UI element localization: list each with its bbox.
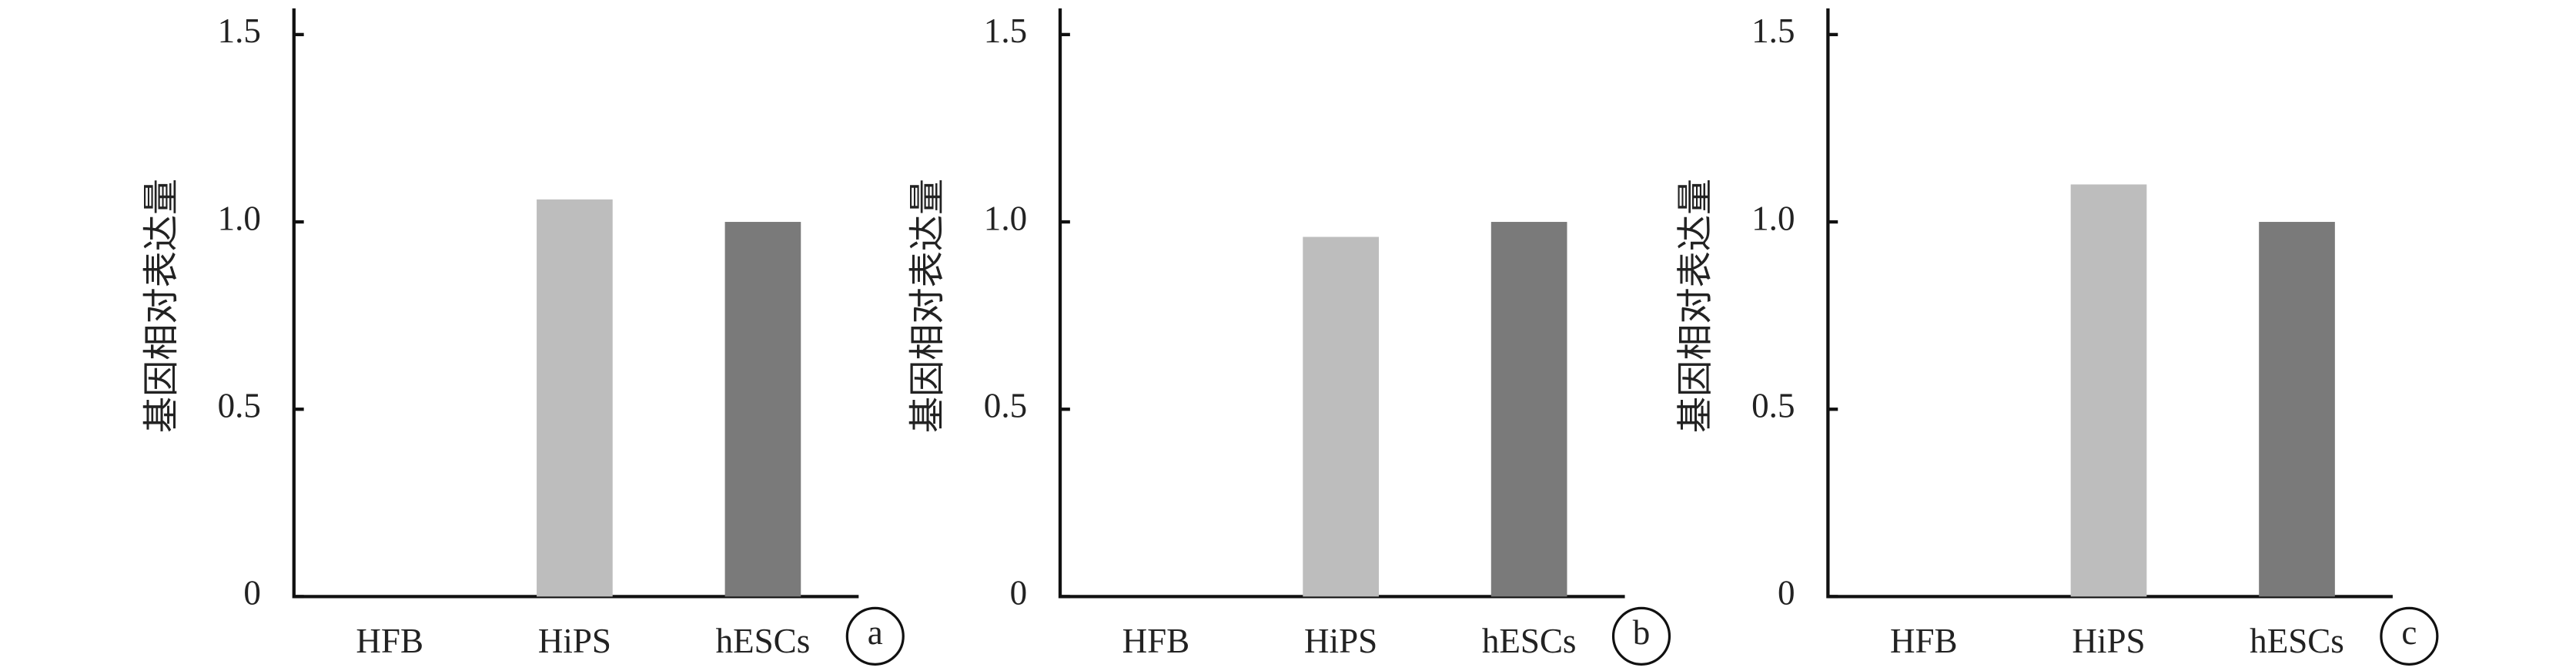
y-tick-label: 1.5 [1751, 12, 1795, 50]
x-tick-label: hESCs [2250, 622, 2344, 660]
y-axis-label: 基因相对表达量 [1676, 179, 1716, 433]
y-tick-label: 0.5 [984, 387, 1027, 425]
panel-circle [845, 606, 905, 666]
bar [1490, 222, 1567, 597]
x-tick-label: HiPS [538, 622, 611, 660]
panel-circle [2380, 606, 2439, 666]
y-tick-label: 0.5 [218, 387, 261, 425]
y-tick-label: 0 [1010, 574, 1028, 612]
panel-circle [1611, 606, 1671, 666]
y-tick-label: 1.5 [218, 12, 261, 50]
x-tick-label: hESCs [1482, 622, 1577, 660]
x-tick-label: HiPS [2072, 622, 2145, 660]
x-tick-label: HFB [1890, 622, 1958, 660]
bar [537, 199, 613, 597]
y-tick-label: 1.0 [218, 199, 261, 237]
y-tick-label: 0.5 [1751, 387, 1795, 425]
panel-label: c [2401, 613, 2417, 652]
x-tick-label: HiPS [1304, 622, 1377, 660]
panel-label: b [1633, 613, 1651, 652]
bar [2070, 184, 2147, 597]
bar [724, 222, 801, 597]
y-tick-label: 1.0 [984, 199, 1027, 237]
y-tick-label: 0 [243, 574, 261, 612]
x-tick-label: hESCs [716, 622, 811, 660]
y-axis-label: 基因相对表达量 [908, 179, 948, 433]
x-tick-label: HFB [1122, 622, 1190, 660]
y-axis-label: 基因相对表达量 [142, 179, 182, 433]
bar [2259, 222, 2335, 597]
bar [1303, 237, 1379, 597]
panel-label: a [868, 613, 883, 652]
y-tick-label: 1.5 [984, 12, 1027, 50]
y-tick-label: 1.0 [1751, 199, 1795, 237]
y-tick-label: 0 [1778, 574, 1795, 612]
x-tick-label: HFB [356, 622, 423, 660]
